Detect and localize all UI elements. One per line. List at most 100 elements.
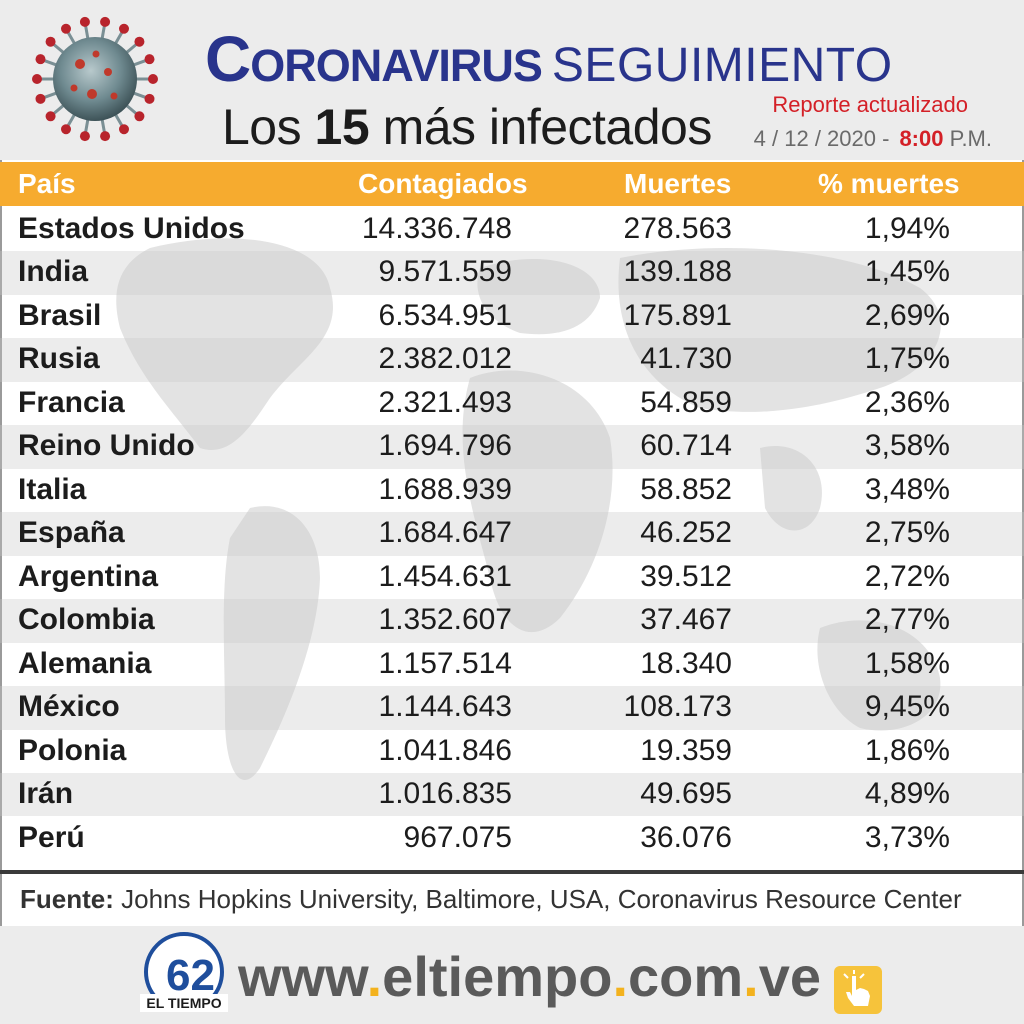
cell-death-rate: 9,45% <box>864 690 950 724</box>
column-header-infected: Contagiados <box>358 168 528 199</box>
logo-number: 62 <box>166 951 215 1000</box>
cell-death-rate: 1,86% <box>864 733 950 767</box>
cell-deaths: 58.852 <box>640 472 732 506</box>
cell-country: India <box>18 255 89 289</box>
url-part: com <box>628 945 744 1008</box>
logo-text: EL TIEMPO <box>146 995 221 1011</box>
cell-country: Estados Unidos <box>18 212 245 245</box>
cell-infected: 1.694.796 <box>378 429 512 463</box>
table-row: México 1.144.643 108.173 9,45% <box>0 686 1024 730</box>
header: Coronavirus SEGUIMIENTO Los 15 más infect… <box>0 0 1024 160</box>
cell-country: México <box>18 690 120 724</box>
table-row: Irán 1.016.835 49.695 4,89% <box>0 773 1024 817</box>
subtitle: Los 15 más infectados <box>222 98 712 156</box>
cell-deaths: 39.512 <box>640 559 732 593</box>
cell-infected: 6.534.951 <box>378 298 512 332</box>
cell-country: Italia <box>18 472 87 506</box>
cell-infected: 1.684.647 <box>378 516 512 550</box>
url-dot: . <box>366 945 383 1008</box>
cell-infected: 9.571.559 <box>378 255 512 289</box>
cell-country: Perú <box>18 820 85 854</box>
cell-country: Rusia <box>18 342 100 376</box>
cell-death-rate: 3,48% <box>864 472 950 506</box>
table-row: Polonia 1.041.846 19.359 1,86% <box>0 730 1024 773</box>
table-row: España 1.684.647 46.252 2,75% <box>0 512 1024 556</box>
cell-infected: 14.336.748 <box>361 212 512 245</box>
cell-country: Francia <box>18 385 125 419</box>
table-row: Italia 1.688.939 58.852 3,48% <box>0 469 1024 512</box>
column-header-deaths: Muertes <box>624 168 732 199</box>
report-time: 8:00 <box>899 126 944 151</box>
table-row: Alemania 1.157.514 18.340 1,58% <box>0 643 1024 686</box>
cell-death-rate: 1,45% <box>864 255 950 289</box>
cell-deaths: 37.467 <box>640 603 732 637</box>
cell-death-rate: 2,75% <box>864 516 950 550</box>
cell-deaths: 54.859 <box>640 385 732 419</box>
table-header: País Contagiados Muertes % muertes <box>0 162 1024 206</box>
subtitle-number: 15 <box>314 99 370 155</box>
column-header-country: País <box>18 168 76 199</box>
world-map-background <box>116 238 941 780</box>
cell-deaths: 139.188 <box>623 255 732 289</box>
table-row: Rusia 2.382.012 41.730 1,75% <box>0 338 1024 382</box>
source-label: Fuente: <box>20 884 114 914</box>
cell-country: Reino Unido <box>18 429 195 463</box>
subtitle-prefix: Los <box>222 99 302 155</box>
cell-deaths: 19.359 <box>640 733 732 767</box>
cell-deaths: 36.076 <box>640 820 732 854</box>
cell-infected: 967.075 <box>403 820 512 854</box>
footer-divider <box>0 870 1024 874</box>
cell-infected: 1.688.939 <box>378 472 512 506</box>
url-dot: . <box>743 945 759 1008</box>
cell-deaths: 49.695 <box>640 777 732 811</box>
cell-infected: 1.454.631 <box>378 559 512 593</box>
cell-death-rate: 2,77% <box>864 603 950 637</box>
url-part: www <box>238 945 367 1008</box>
cell-death-rate: 1,58% <box>864 646 950 680</box>
cell-infected: 1.041.846 <box>378 733 512 767</box>
cell-death-rate: 2,36% <box>864 385 950 419</box>
source-text: Johns Hopkins University, Baltimore, USA… <box>121 884 962 914</box>
website-url[interactable]: www.eltiempo.com.ve <box>238 944 821 1009</box>
cell-infected: 2.321.493 <box>378 385 512 419</box>
cell-deaths: 46.252 <box>640 516 732 550</box>
cell-deaths: 41.730 <box>640 342 732 376</box>
cell-country: Irán <box>18 777 74 811</box>
table-row: India 9.571.559 139.188 1,45% <box>0 251 1024 295</box>
report-date: 4 / 12 / 2020 - 8:00 P.M. <box>754 126 992 152</box>
cell-country: Polonia <box>18 733 127 767</box>
source-line: Fuente: Johns Hopkins University, Baltim… <box>20 884 962 915</box>
table-row: Colombia 1.352.607 37.467 2,77% <box>0 599 1024 643</box>
table-row: Argentina 1.454.631 39.512 2,72% <box>0 556 1024 599</box>
cell-deaths: 175.891 <box>623 298 732 332</box>
cell-country: Argentina <box>18 559 159 593</box>
table-row: Estados Unidos 14.336.748 278.563 1,94% <box>0 208 1024 251</box>
cell-infected: 1.144.643 <box>378 690 512 724</box>
cell-country: Colombia <box>18 603 155 637</box>
table-row: Reino Unido 1.694.796 60.714 3,58% <box>0 425 1024 469</box>
cell-deaths: 18.340 <box>640 646 732 680</box>
cell-death-rate: 4,89% <box>864 777 950 811</box>
title-sub: SEGUIMIENTO <box>551 39 893 92</box>
cell-country: España <box>18 516 125 550</box>
url-dot: . <box>612 945 628 1008</box>
table-row: Francia 2.321.493 54.859 2,36% <box>0 382 1024 425</box>
pointing-hand-icon <box>834 966 882 1014</box>
subtitle-suffix: más infectados <box>382 99 713 155</box>
page-title: Coronavirus SEGUIMIENTO <box>205 22 893 96</box>
report-label: Reporte actualizado <box>772 92 968 117</box>
table-body: Estados Unidos 14.336.748 278.563 1,94% Indi… <box>0 208 1024 860</box>
cell-death-rate: 1,94% <box>864 212 950 245</box>
cell-country: Alemania <box>18 646 152 680</box>
table-row: Perú 967.075 36.076 3,73% <box>0 817 1024 860</box>
coronavirus-icon <box>32 16 158 142</box>
cell-deaths: 278.563 <box>623 212 732 245</box>
report-date-value: 4 / 12 / 2020 - <box>753 126 890 151</box>
cell-death-rate: 1,75% <box>864 342 950 376</box>
cell-death-rate: 2,69% <box>864 298 950 332</box>
cell-death-rate: 2,72% <box>864 559 950 593</box>
cell-infected: 1.016.835 <box>378 777 512 811</box>
title-main: Coronavirus <box>205 23 543 95</box>
cell-deaths: 108.173 <box>623 690 732 724</box>
url-part: ve <box>758 945 822 1008</box>
